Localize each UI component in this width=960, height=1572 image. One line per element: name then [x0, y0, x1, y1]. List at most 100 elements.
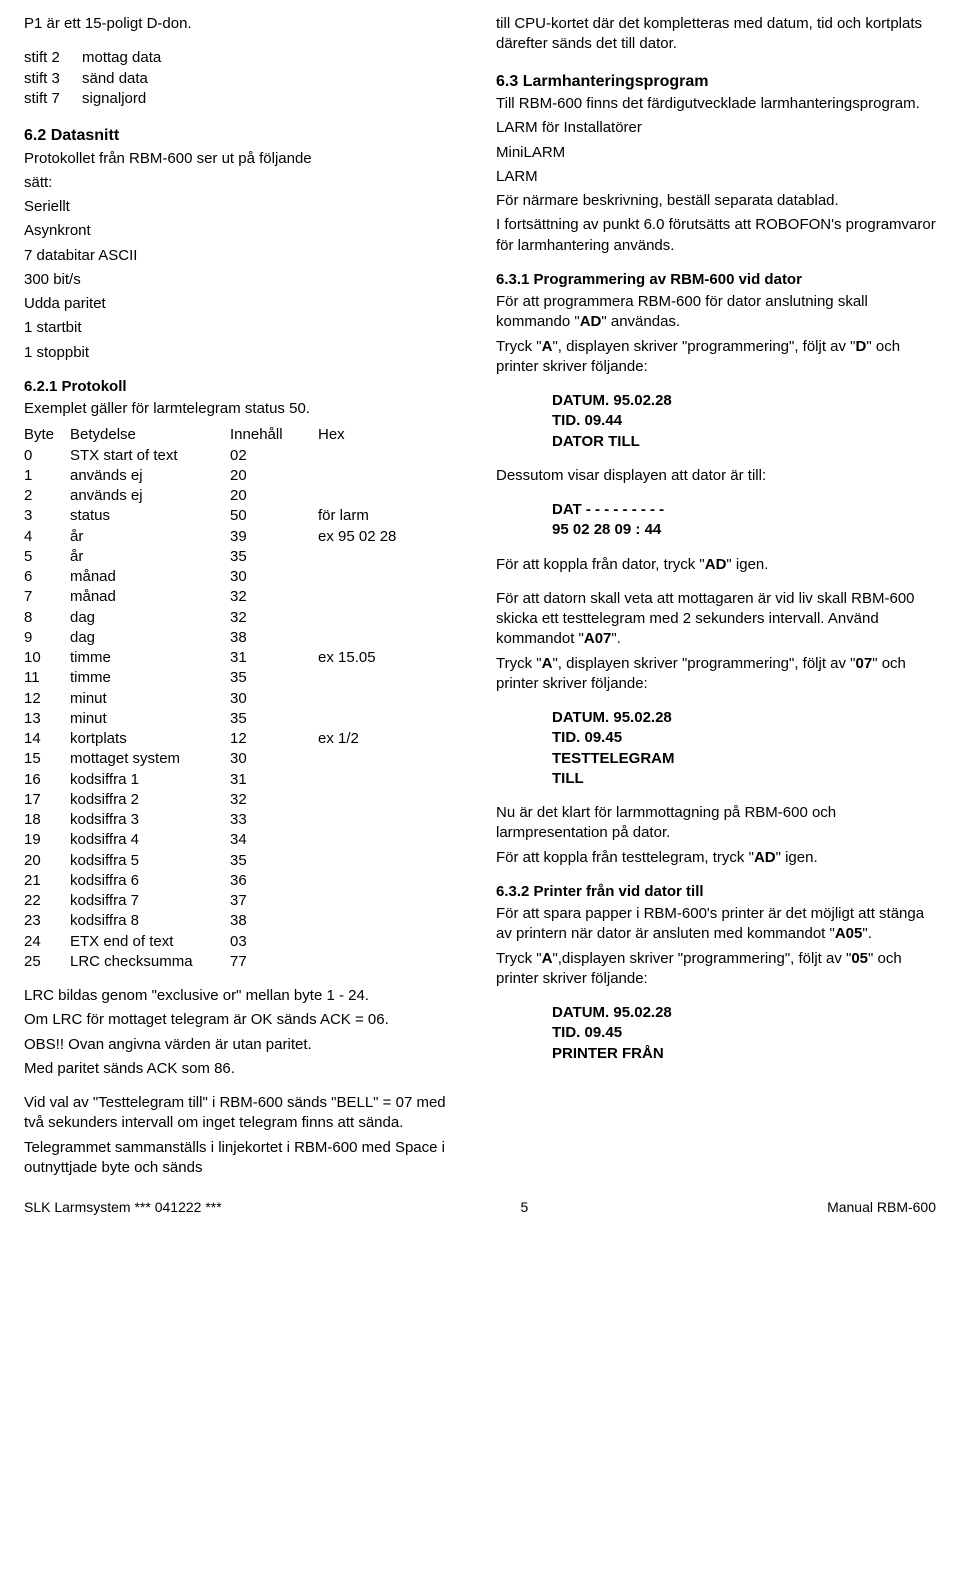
left-column: P1 är ett 15-poligt D-don. stift 2 motta… — [24, 14, 464, 1182]
table-cell: ex 95 02 28 — [318, 527, 396, 547]
body-line: För att spara papper i RBM-600's printer… — [496, 904, 936, 945]
text-span: För att koppla från testtelegram, tryck … — [496, 849, 754, 866]
text-span: Tryck " — [496, 338, 542, 355]
table-row: 20kodsiffra 535 — [24, 851, 396, 871]
table-cell: 25 — [24, 952, 70, 972]
table-cell: 35 — [230, 851, 318, 871]
table-row: 10timme31ex 15.05 — [24, 648, 396, 668]
pin-desc: signaljord — [82, 89, 464, 109]
body-line: Asynkront — [24, 221, 464, 241]
body-line: 300 bit/s — [24, 270, 464, 290]
cmd-bold: A05 — [835, 925, 863, 942]
text-span: Tryck " — [496, 950, 542, 967]
table-row: 19kodsiffra 434 — [24, 830, 396, 850]
table-cell — [318, 668, 396, 688]
right-column: till CPU-kortet där det kompletteras med… — [496, 14, 936, 1182]
table-cell: STX start of text — [70, 446, 230, 466]
table-cell: 35 — [230, 668, 318, 688]
table-cell: kodsiffra 4 — [70, 830, 230, 850]
body-line: MiniLARM — [496, 143, 936, 163]
body-line: För närmare beskrivning, beställ separat… — [496, 191, 936, 211]
table-cell: 19 — [24, 830, 70, 850]
table-cell — [318, 446, 396, 466]
table-cell: 20 — [230, 486, 318, 506]
table-cell: månad — [70, 587, 230, 607]
body-line: I fortsättning av punkt 6.0 förutsätts a… — [496, 215, 936, 256]
table-cell: 77 — [230, 952, 318, 972]
cmd-bold: 07 — [856, 655, 873, 672]
table-cell: ex 15.05 — [318, 648, 396, 668]
body-line: sätt: — [24, 173, 464, 193]
table-cell: 14 — [24, 729, 70, 749]
table-cell: 11 — [24, 668, 70, 688]
body-line: Seriellt — [24, 197, 464, 217]
body-line: 1 stoppbit — [24, 343, 464, 363]
table-cell: ETX end of text — [70, 932, 230, 952]
section-62-title: 6.2 Datasnitt — [24, 125, 464, 147]
text-span: ", displayen skriver "programmering", fö… — [552, 338, 855, 355]
table-cell: 32 — [230, 608, 318, 628]
table-cell: 20 — [24, 851, 70, 871]
table-cell: minut — [70, 689, 230, 709]
pin-label: stift 2 — [24, 48, 82, 68]
table-cell — [318, 770, 396, 790]
table-cell: 24 — [24, 932, 70, 952]
table-cell: timme — [70, 668, 230, 688]
table-cell: år — [70, 527, 230, 547]
table-cell — [318, 749, 396, 769]
pin-desc: sänd data — [82, 69, 464, 89]
table-cell: 6 — [24, 567, 70, 587]
table-row: 24ETX end of text03 — [24, 932, 396, 952]
body-line: Tryck "A", displayen skriver "programmer… — [496, 654, 936, 695]
body-line: Tryck "A", displayen skriver "programmer… — [496, 337, 936, 378]
section-62-body: Protokollet från RBM-600 ser ut på följa… — [24, 149, 464, 363]
pin-label: stift 7 — [24, 89, 82, 109]
printout-line: TILL — [496, 769, 936, 789]
table-cell: 13 — [24, 709, 70, 729]
printout-line: PRINTER FRÅN — [496, 1044, 936, 1064]
text-span: För att datorn skall veta att mottagaren… — [496, 590, 915, 648]
table-cell: 35 — [230, 709, 318, 729]
table-cell: 37 — [230, 891, 318, 911]
table-cell: 34 — [230, 830, 318, 850]
table-cell — [318, 790, 396, 810]
printout-line: DATUM. 95.02.28 — [496, 708, 936, 728]
table-row: 17kodsiffra 232 — [24, 790, 396, 810]
table-cell: 12 — [230, 729, 318, 749]
pin-row: stift 7 signaljord — [24, 89, 464, 109]
table-cell: år — [70, 547, 230, 567]
section-621-line: Exemplet gäller för larmtelegram status … — [24, 399, 464, 419]
table-cell: 8 — [24, 608, 70, 628]
table-row: 9dag38 — [24, 628, 396, 648]
section-621-title: 6.2.1 Protokoll — [24, 377, 464, 397]
table-row: 5år35 — [24, 547, 396, 567]
table-cell — [318, 587, 396, 607]
lrc-text: OBS!! Ovan angivna värden är utan parite… — [24, 1035, 464, 1055]
body-line: Protokollet från RBM-600 ser ut på följa… — [24, 149, 464, 169]
table-cell: kodsiffra 1 — [70, 770, 230, 790]
table-row: 3status50för larm — [24, 506, 396, 526]
table-cell: kodsiffra 6 — [70, 871, 230, 891]
text-span: ". — [862, 925, 872, 942]
table-row: 11timme35 — [24, 668, 396, 688]
table-cell: 39 — [230, 527, 318, 547]
printout-line: TID. 09.45 — [496, 1023, 936, 1043]
table-cell: LRC checksumma — [70, 952, 230, 972]
table-cell: 22 — [24, 891, 70, 911]
table-cell: 35 — [230, 547, 318, 567]
table-row: 12minut30 — [24, 689, 396, 709]
table-row: 8dag32 — [24, 608, 396, 628]
cmd-bold: D — [856, 338, 867, 355]
table-cell: 38 — [230, 911, 318, 931]
page-footer: SLK Larmsystem *** 041222 *** 5 Manual R… — [0, 1192, 960, 1227]
table-cell: kodsiffra 5 — [70, 851, 230, 871]
table-cell: 3 — [24, 506, 70, 526]
body-line: För att programmera RBM-600 för dator an… — [496, 292, 936, 333]
table-cell: mottaget system — [70, 749, 230, 769]
printout-line: TID. 09.44 — [496, 411, 936, 431]
body-line: LARM — [496, 167, 936, 187]
table-cell: 12 — [24, 689, 70, 709]
table-cell: 02 — [230, 446, 318, 466]
table-cell: minut — [70, 709, 230, 729]
cmd-bold: A07 — [584, 630, 612, 647]
